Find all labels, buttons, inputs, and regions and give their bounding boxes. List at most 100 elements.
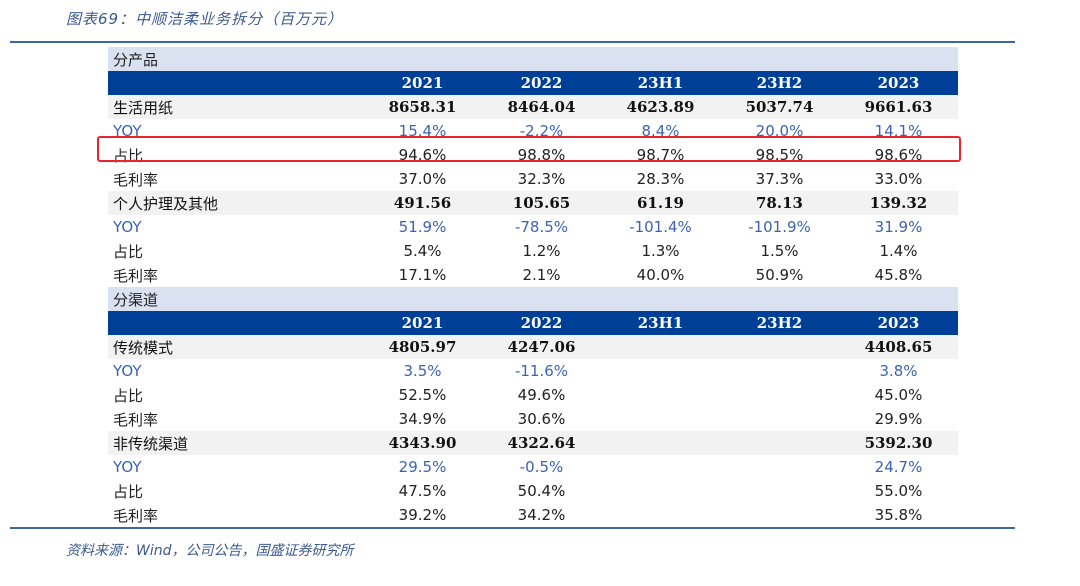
value-cell [601, 407, 720, 431]
header-blank [108, 311, 363, 335]
row-label: 毛利率 [113, 266, 159, 285]
value-cell: 139.32 [839, 191, 958, 215]
row-label: 生活用纸 [108, 95, 363, 119]
value-cell [601, 359, 720, 383]
row-label: 毛利率 [113, 506, 159, 525]
value-cell: 9661.63 [839, 95, 958, 119]
value-cell: 98.7% [636, 146, 685, 164]
table-row: 生活用纸 8658.31 8464.04 4623.89 5037.74 9661.63 [108, 95, 958, 119]
row-label: YOY [113, 122, 142, 140]
table-row: 占比 52.5% 49.6% 45.0% [108, 383, 958, 407]
value-cell: 32.3% [517, 170, 566, 188]
top-rule [10, 41, 1015, 43]
value-cell: -101.4% [629, 218, 692, 236]
empty-cell [720, 47, 839, 71]
empty-cell [839, 287, 958, 311]
row-label: 传统模式 [108, 335, 363, 359]
value-cell [720, 383, 839, 407]
column-header: 2021 [363, 311, 482, 335]
row-label: YOY [113, 218, 142, 236]
value-cell: 30.6% [517, 410, 566, 428]
value-cell: -2.2% [519, 122, 564, 140]
empty-cell [363, 47, 482, 71]
value-cell: 4322.64 [482, 431, 601, 455]
value-cell: 15.4% [398, 122, 447, 140]
column-header: 2022 [482, 71, 601, 95]
value-cell: 3.5% [403, 362, 442, 380]
value-cell: 29.5% [398, 458, 447, 476]
value-cell: 4408.65 [839, 335, 958, 359]
value-cell: 94.6% [398, 146, 447, 164]
value-cell: 5037.74 [720, 95, 839, 119]
empty-cell [720, 287, 839, 311]
table-row: YOY 51.9% -78.5% -101.4% -101.9% 31.9% [108, 215, 958, 239]
business-breakdown-table: 分产品 2021 2022 23H1 23H2 2023 生活用纸 8658.31 8464.0… [108, 47, 958, 527]
table-row: 非传统渠道 4343.90 4322.64 5392.30 [108, 431, 958, 455]
empty-cell [839, 47, 958, 71]
column-header: 23H2 [720, 311, 839, 335]
empty-cell [482, 287, 601, 311]
value-cell [720, 431, 839, 455]
table-row: 毛利率 17.1% 2.1% 40.0% 50.9% 45.8% [108, 263, 958, 287]
empty-cell [601, 47, 720, 71]
value-cell: 49.6% [517, 386, 566, 404]
value-cell [601, 455, 720, 479]
value-cell: 98.8% [517, 146, 566, 164]
bottom-rule [10, 527, 1015, 529]
table-row: 占比 47.5% 50.4% 55.0% [108, 479, 958, 503]
figure-title: 图表69：中顺洁柔业务拆分（百万元） [66, 10, 344, 28]
value-cell: 4247.06 [482, 335, 601, 359]
value-cell: 105.65 [482, 191, 601, 215]
value-cell: 17.1% [398, 266, 447, 284]
column-header: 2021 [363, 71, 482, 95]
value-cell: 98.5% [755, 146, 804, 164]
value-cell: 4623.89 [601, 95, 720, 119]
row-label: 非传统渠道 [108, 431, 363, 455]
section-title: 分渠道 [108, 287, 363, 311]
value-cell: 37.3% [755, 170, 804, 188]
value-cell [720, 503, 839, 527]
column-header-row: 2021 2022 23H1 23H2 2023 [108, 311, 958, 335]
row-label: 占比 [113, 386, 144, 405]
value-cell: 4343.90 [363, 431, 482, 455]
value-cell: 1.3% [641, 242, 680, 260]
value-cell: 1.4% [879, 242, 918, 260]
value-cell: 1.5% [760, 242, 799, 260]
value-cell: -0.5% [519, 458, 564, 476]
value-cell: 35.8% [874, 506, 923, 524]
value-cell: 8464.04 [482, 95, 601, 119]
value-cell [720, 479, 839, 503]
table-row: 毛利率 39.2% 34.2% 35.8% [108, 503, 958, 527]
column-header: 2023 [839, 71, 958, 95]
table-row: 毛利率 34.9% 30.6% 29.9% [108, 407, 958, 431]
header-blank [108, 71, 363, 95]
value-cell: 61.19 [601, 191, 720, 215]
section-row: 分产品 [108, 47, 958, 71]
value-cell [601, 335, 720, 359]
value-cell: 8.4% [641, 122, 680, 140]
value-cell: -101.9% [748, 218, 811, 236]
value-cell: 40.0% [636, 266, 685, 284]
value-cell: 3.8% [879, 362, 918, 380]
value-cell: 50.9% [755, 266, 804, 284]
highlight-box [97, 136, 961, 162]
table-row: 占比 5.4% 1.2% 1.3% 1.5% 1.4% [108, 239, 958, 263]
value-cell [720, 455, 839, 479]
column-header: 2022 [482, 311, 601, 335]
value-cell: 47.5% [398, 482, 447, 500]
value-cell: 51.9% [398, 218, 447, 236]
value-cell: 8658.31 [363, 95, 482, 119]
value-cell: -11.6% [514, 362, 569, 380]
value-cell: 39.2% [398, 506, 447, 524]
row-label: YOY [113, 362, 142, 380]
column-header: 23H1 [601, 311, 720, 335]
row-label: 毛利率 [113, 170, 159, 189]
value-cell: 33.0% [874, 170, 923, 188]
table-row: 个人护理及其他 491.56 105.65 61.19 78.13 139.32 [108, 191, 958, 215]
value-cell: 52.5% [398, 386, 447, 404]
value-cell: 491.56 [363, 191, 482, 215]
section-row: 分渠道 [108, 287, 958, 311]
value-cell: 37.0% [398, 170, 447, 188]
row-label: 占比 [113, 482, 144, 501]
row-label: 毛利率 [113, 410, 159, 429]
